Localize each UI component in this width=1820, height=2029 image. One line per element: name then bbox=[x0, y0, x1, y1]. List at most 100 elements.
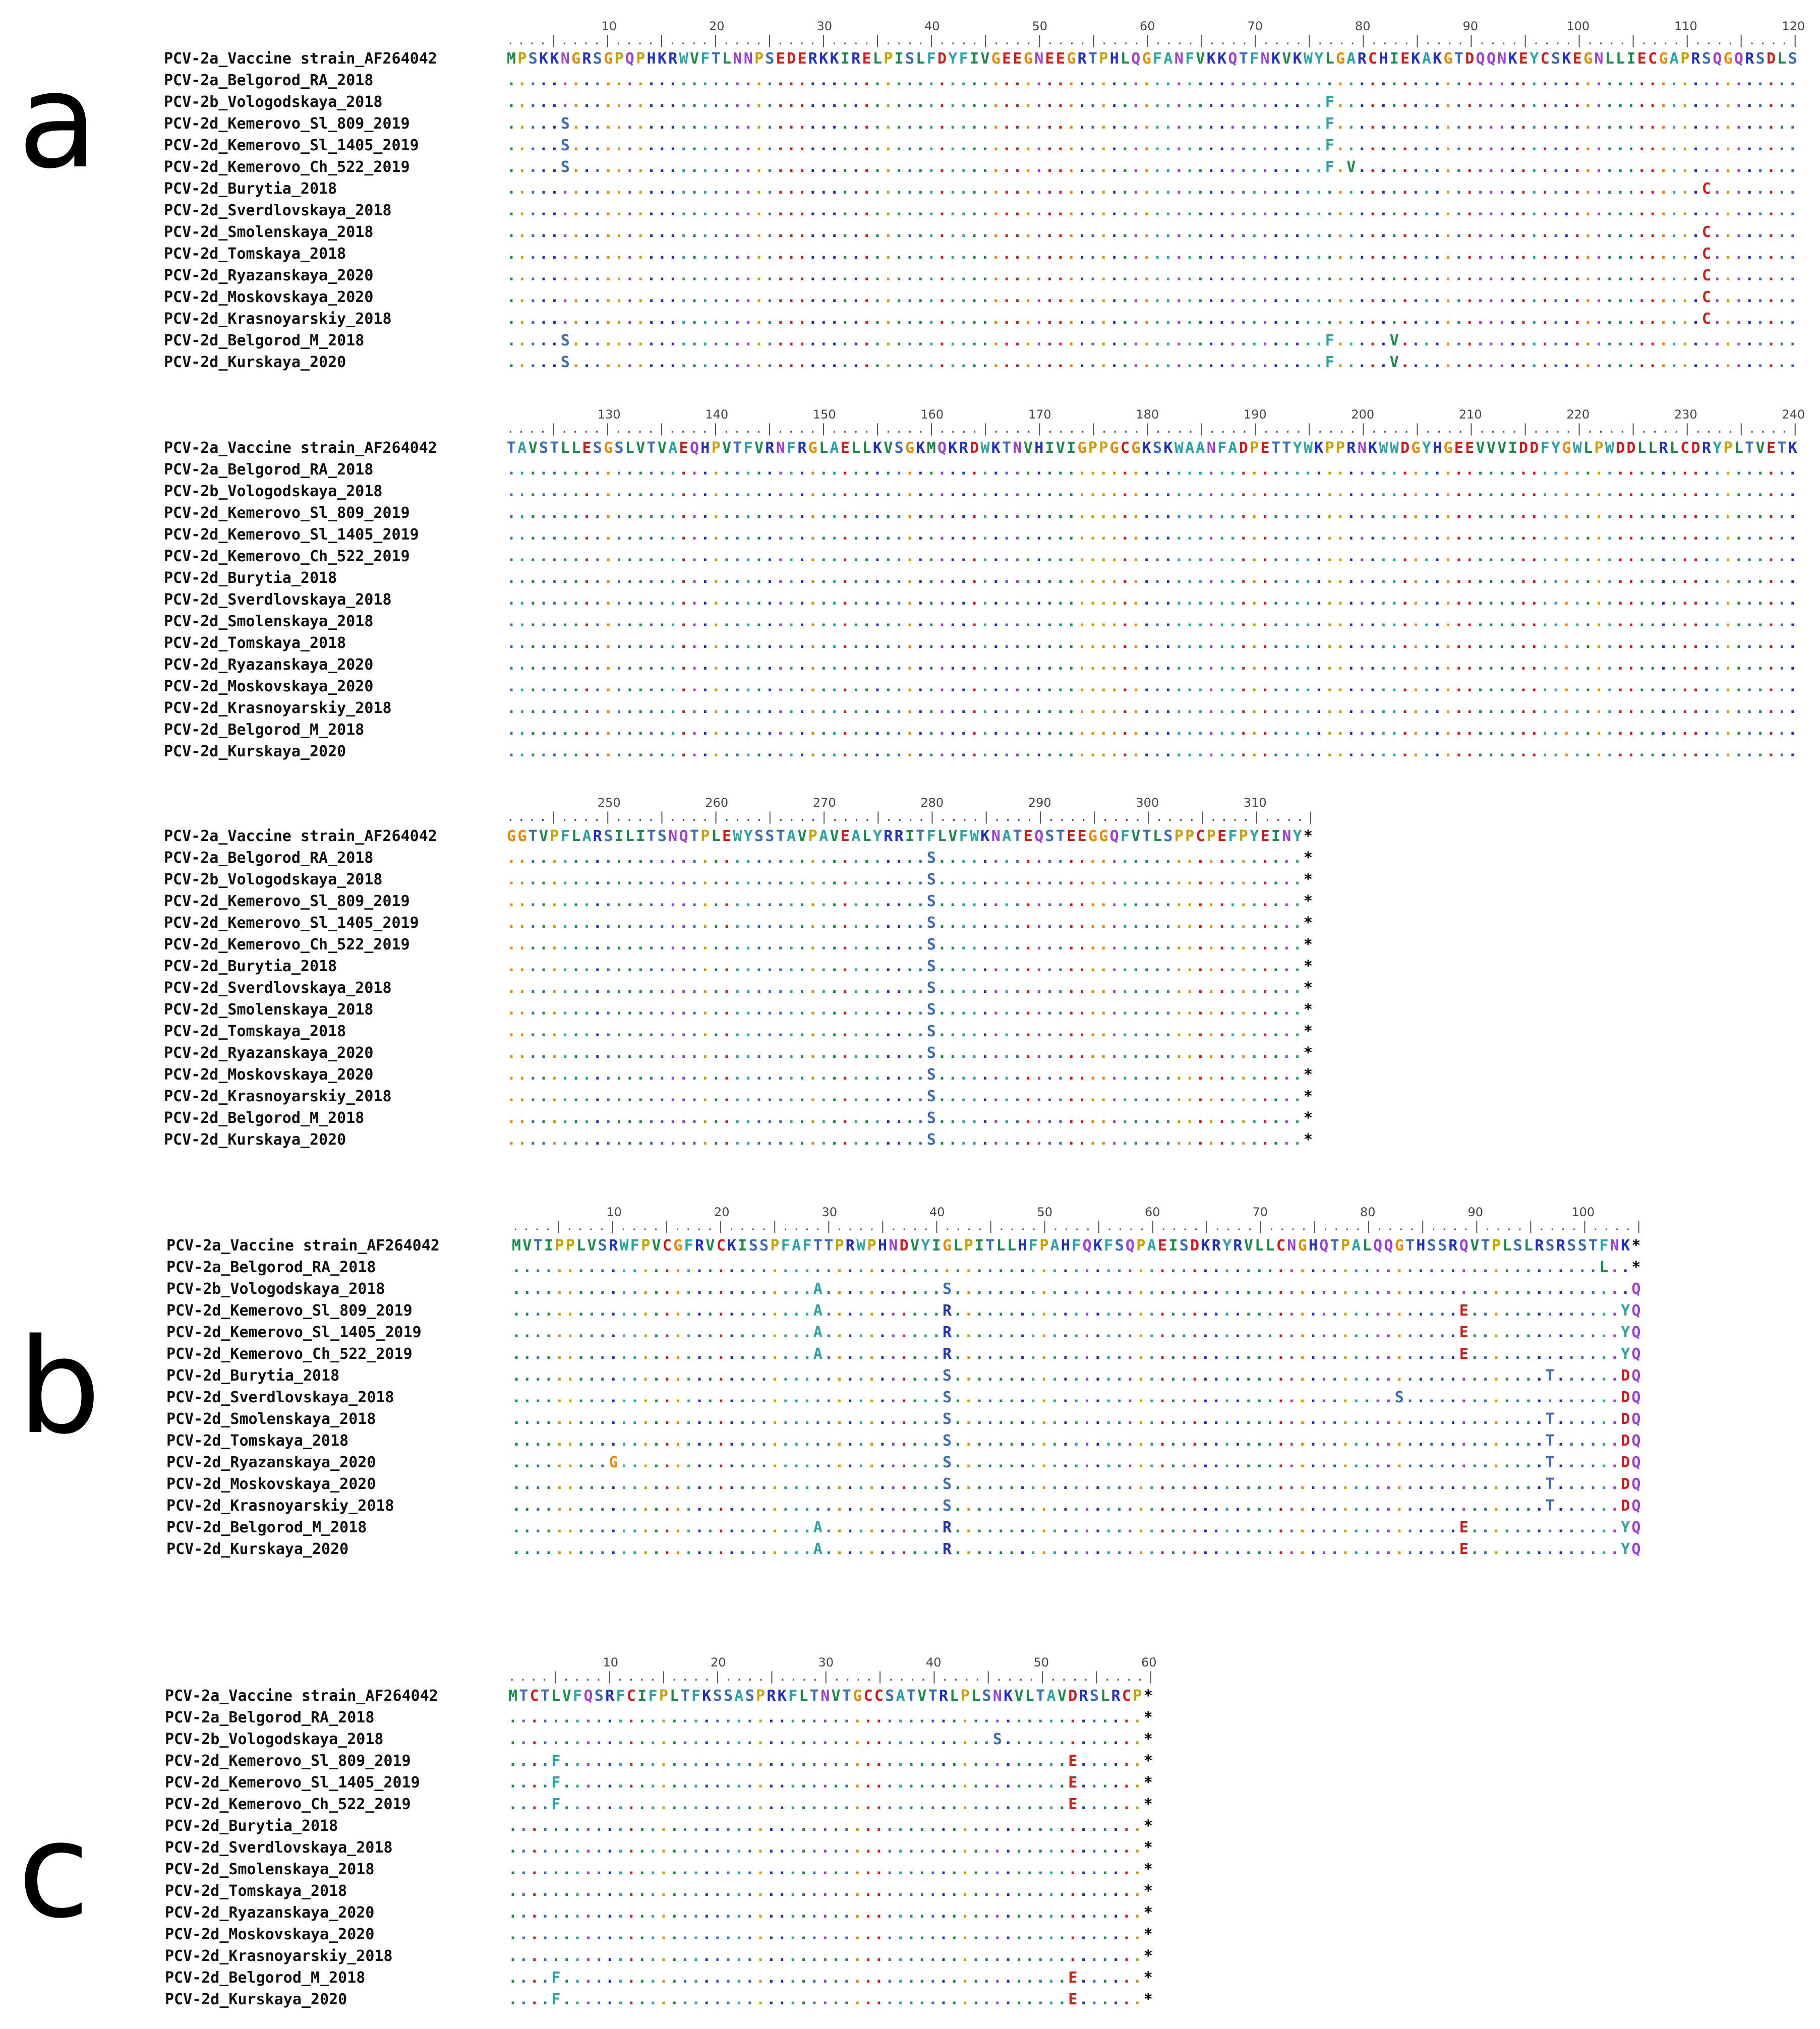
residue: Q bbox=[1713, 50, 1722, 68]
residue: . bbox=[1465, 267, 1474, 284]
residue: . bbox=[1217, 871, 1226, 888]
residue: . bbox=[593, 1066, 602, 1084]
residue: . bbox=[948, 1044, 957, 1062]
residue: . bbox=[980, 591, 989, 609]
residue: R bbox=[1078, 50, 1087, 68]
residue: . bbox=[1250, 892, 1259, 910]
residue: . bbox=[1217, 914, 1226, 932]
residue: . bbox=[1400, 613, 1410, 630]
residue: L bbox=[1255, 1237, 1264, 1255]
residue: . bbox=[1573, 569, 1582, 587]
residue: . bbox=[1487, 634, 1496, 652]
residue: . bbox=[1443, 180, 1452, 198]
residue: . bbox=[1422, 353, 1431, 371]
residue: K bbox=[1201, 1237, 1210, 1255]
residue: . bbox=[1379, 483, 1388, 500]
residue: . bbox=[1110, 591, 1119, 609]
residue: A bbox=[819, 827, 828, 845]
residue: . bbox=[991, 721, 1001, 739]
residue: . bbox=[1239, 678, 1248, 695]
position-tick: 50 bbox=[1037, 1205, 1053, 1219]
residue: . bbox=[819, 656, 828, 674]
aligned-sequence: ........................................… bbox=[507, 267, 1797, 284]
residue: . bbox=[529, 353, 538, 371]
residue: * bbox=[1304, 871, 1313, 888]
residue: . bbox=[1024, 1109, 1033, 1127]
residue: . bbox=[636, 613, 645, 630]
residue: G bbox=[517, 827, 526, 845]
residue: . bbox=[1400, 223, 1410, 241]
residue: R bbox=[668, 50, 678, 68]
residue: . bbox=[1680, 93, 1689, 111]
residue: . bbox=[1250, 634, 1259, 652]
residue: . bbox=[1228, 504, 1237, 522]
residue: R bbox=[1358, 50, 1367, 68]
residue: . bbox=[1433, 158, 1442, 176]
residue: . bbox=[1551, 613, 1560, 630]
residue: . bbox=[690, 93, 699, 111]
residue: . bbox=[712, 332, 721, 349]
residue: . bbox=[717, 1259, 726, 1276]
residue: . bbox=[980, 202, 989, 219]
residue: . bbox=[1422, 721, 1431, 739]
residue: A bbox=[1670, 50, 1679, 68]
residue: . bbox=[980, 137, 989, 154]
residue: . bbox=[1314, 310, 1323, 328]
residue: . bbox=[722, 936, 731, 953]
residue: . bbox=[1325, 656, 1334, 674]
residue: . bbox=[862, 93, 871, 111]
residue: . bbox=[1583, 526, 1593, 544]
residue: . bbox=[733, 1023, 742, 1040]
residue: . bbox=[1767, 223, 1776, 241]
residue: V bbox=[588, 1237, 597, 1255]
residue: . bbox=[1476, 288, 1485, 306]
residue: . bbox=[1562, 461, 1571, 479]
residue: . bbox=[1777, 180, 1786, 198]
residue: . bbox=[1487, 115, 1496, 133]
residue: . bbox=[895, 1088, 904, 1105]
residue: . bbox=[1390, 93, 1399, 111]
residue: . bbox=[1670, 569, 1679, 587]
sequence-name: PCV-2d_Krasnoyarskiy_2018 bbox=[164, 699, 392, 717]
residue: . bbox=[1207, 1088, 1216, 1105]
residue: . bbox=[916, 678, 925, 695]
residue: . bbox=[873, 115, 882, 133]
residue: . bbox=[1454, 180, 1463, 198]
residue: . bbox=[517, 332, 526, 349]
sequence-name: PCV-2d_Belgorod_M_2018 bbox=[164, 721, 364, 739]
residue: . bbox=[658, 1001, 667, 1019]
residue: . bbox=[1056, 461, 1065, 479]
residue: . bbox=[765, 678, 774, 695]
residue: . bbox=[517, 137, 526, 154]
residue: . bbox=[851, 288, 860, 306]
residue: . bbox=[539, 1066, 548, 1084]
residue: . bbox=[1002, 288, 1011, 306]
residue: . bbox=[1110, 202, 1119, 219]
residue: . bbox=[959, 1131, 968, 1149]
residue: . bbox=[1734, 137, 1743, 154]
residue: . bbox=[1368, 223, 1377, 241]
residue: D bbox=[1626, 439, 1635, 457]
residue: . bbox=[1422, 548, 1431, 565]
position-tick: 210 bbox=[1459, 407, 1482, 422]
residue: . bbox=[658, 1023, 667, 1040]
residue: . bbox=[550, 613, 559, 630]
residue: . bbox=[1163, 72, 1172, 89]
residue: . bbox=[1670, 202, 1679, 219]
residue: . bbox=[1217, 1001, 1226, 1019]
sequence-name: PCV-2d_Sverdlovskaya_2018 bbox=[164, 979, 392, 997]
residue: . bbox=[1777, 656, 1786, 674]
residue: . bbox=[1261, 1088, 1270, 1105]
residue: . bbox=[1745, 245, 1754, 263]
residue: . bbox=[588, 1259, 597, 1276]
residue: I bbox=[1508, 439, 1517, 457]
residue: . bbox=[798, 504, 807, 522]
residue: . bbox=[1185, 1001, 1194, 1019]
residue: . bbox=[679, 1109, 688, 1127]
residue: . bbox=[517, 115, 526, 133]
residue: . bbox=[873, 871, 882, 888]
residue: * bbox=[1631, 1237, 1640, 1255]
residue: . bbox=[830, 936, 839, 953]
residue: . bbox=[706, 1259, 715, 1276]
